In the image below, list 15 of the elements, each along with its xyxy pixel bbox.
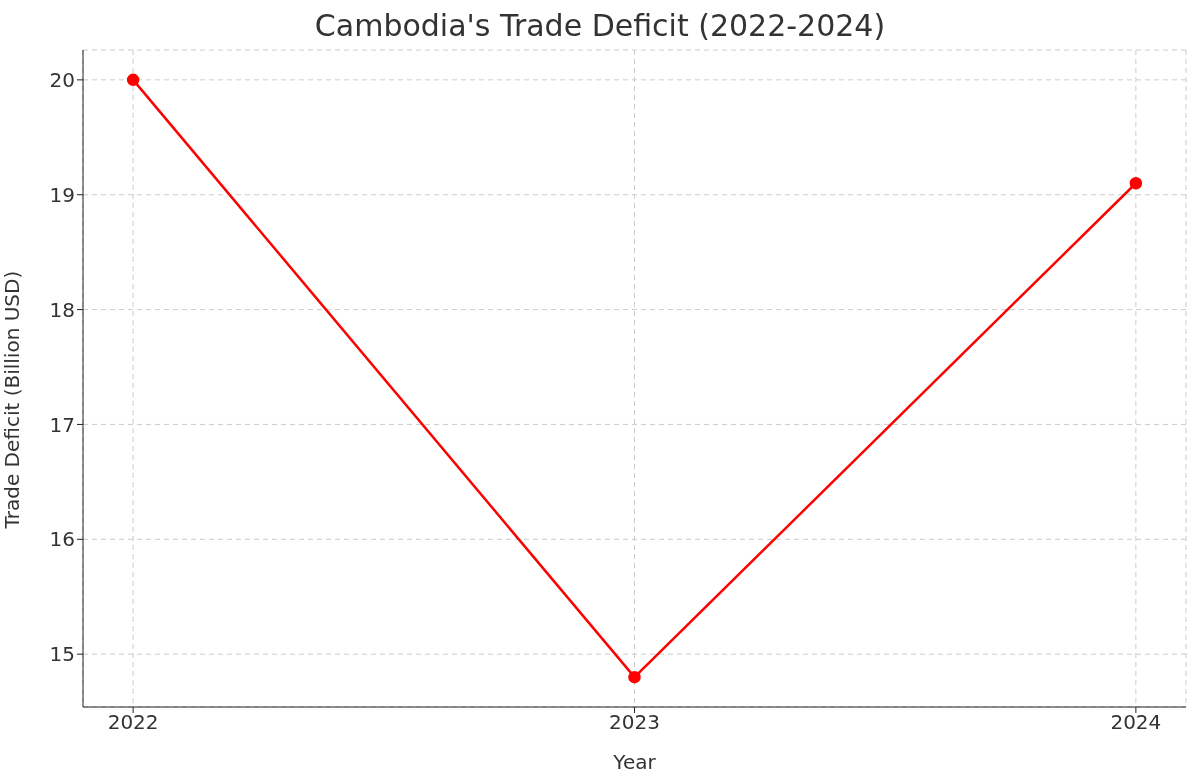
point — [628, 670, 641, 684]
x-tick-label: 2023 — [609, 710, 660, 735]
y-tick-label: 19 — [49, 182, 75, 207]
y-tick-label: 20 — [49, 67, 75, 92]
point — [126, 73, 140, 87]
x-tick-label: 2024 — [1110, 710, 1162, 735]
chart-title: Cambodia's Trade Deficit (2022-2024) — [313, 8, 887, 43]
y-tick-label: 18 — [49, 297, 75, 322]
y-tick-label: 16 — [49, 527, 75, 552]
y-tick-label: 15 — [49, 642, 75, 667]
y-tick-label: 17 — [49, 412, 75, 437]
x-axis-title: Year — [612, 750, 657, 774]
x-tick-label: 2022 — [107, 710, 159, 735]
point — [1129, 176, 1143, 190]
y-axis-title: Trade Deficit (Billion USD) — [0, 270, 25, 530]
